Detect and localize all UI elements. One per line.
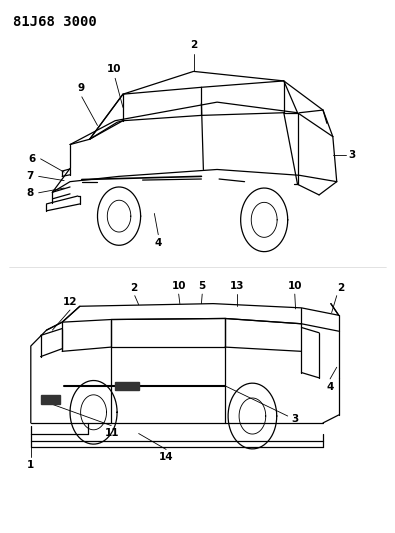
Text: 7: 7	[26, 172, 34, 181]
Text: 3: 3	[348, 150, 356, 160]
Text: 6: 6	[29, 154, 36, 164]
Text: 10: 10	[288, 281, 302, 292]
Text: 4: 4	[326, 382, 334, 392]
Bar	[115, 382, 139, 390]
Text: 8: 8	[27, 188, 34, 198]
Text: 5: 5	[199, 281, 206, 292]
Text: 1: 1	[27, 460, 34, 470]
Text: 10: 10	[171, 281, 186, 292]
Text: 12: 12	[63, 297, 77, 308]
Text: 9: 9	[77, 83, 84, 93]
Text: 2: 2	[190, 40, 197, 50]
Text: 4: 4	[154, 238, 162, 248]
Text: 2: 2	[130, 283, 137, 293]
Text: 10: 10	[107, 64, 122, 74]
Text: 14: 14	[159, 452, 173, 462]
Text: 81J68 3000: 81J68 3000	[13, 14, 97, 29]
Text: 11: 11	[105, 428, 120, 438]
Text: 3: 3	[292, 414, 299, 424]
Text: 2: 2	[337, 283, 344, 293]
Text: 13: 13	[229, 281, 244, 292]
Bar	[41, 395, 60, 405]
